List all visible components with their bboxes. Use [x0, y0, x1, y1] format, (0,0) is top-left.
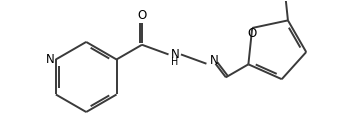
Text: N: N — [210, 54, 219, 67]
Text: N: N — [46, 53, 54, 66]
Text: O: O — [137, 9, 147, 22]
Text: N: N — [171, 48, 180, 61]
Text: O: O — [247, 27, 257, 40]
Text: H: H — [171, 57, 179, 67]
